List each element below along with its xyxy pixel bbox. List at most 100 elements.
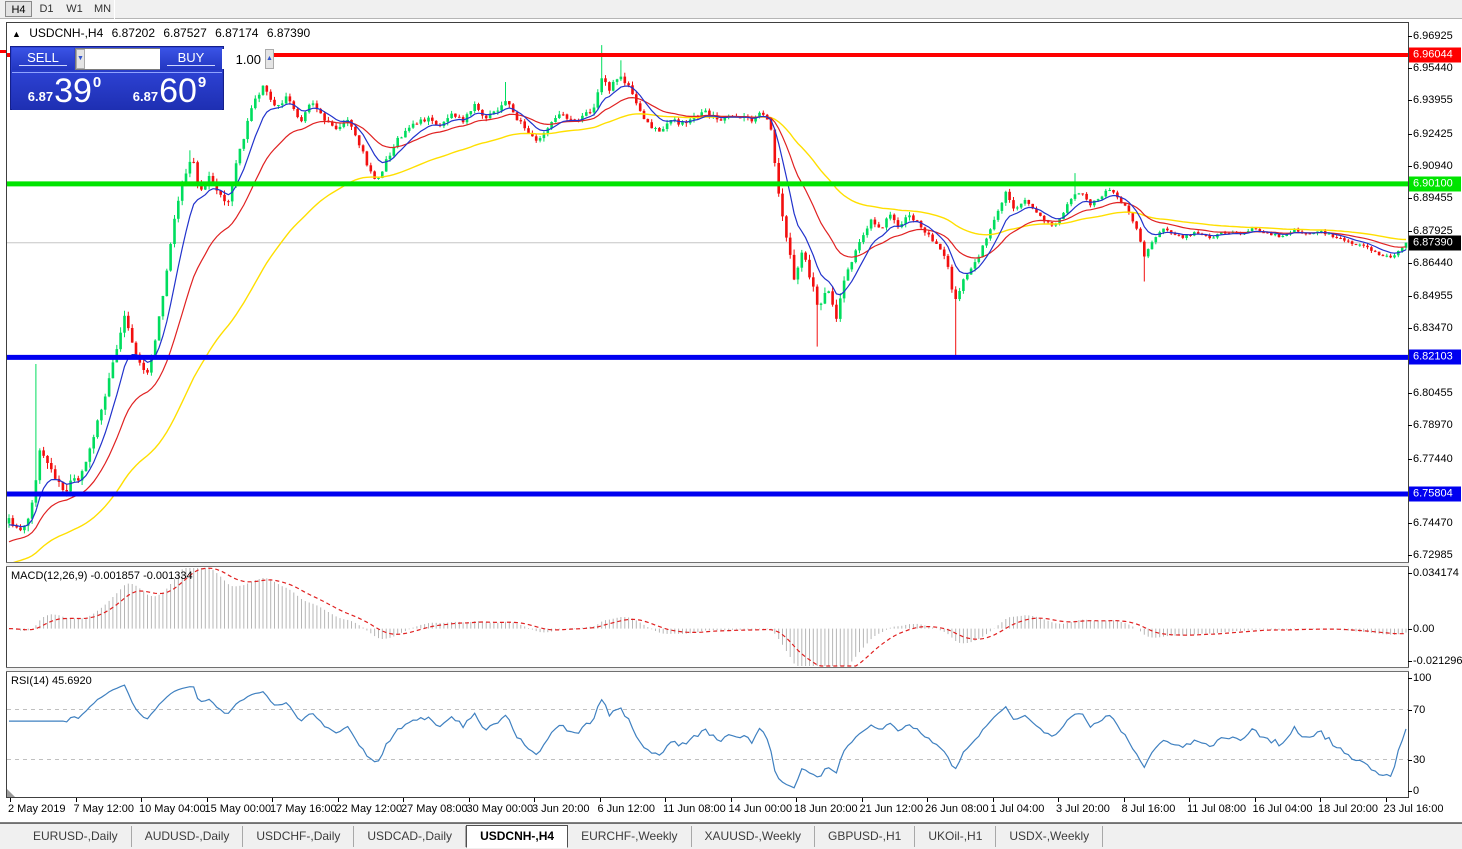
chart-tab-usdcad[interactable]: USDCAD-,Daily [354,826,467,847]
chart-left-border [6,22,7,822]
current-price-badge: 6.87390 [1409,235,1461,251]
price-tick-label: -0.021296 [1413,655,1462,667]
macd-indicator-label: MACD(12,26,9) -0.001857 -0.001334 [11,570,193,582]
chart-tab-xauusd[interactable]: XAUUSD-,Weekly [692,826,815,847]
buy-button[interactable]: BUY [160,48,222,70]
axis-tick-mark [1408,166,1412,167]
period-button-d1[interactable]: D1 [39,3,54,15]
price-tick-label: 6.95440 [1413,62,1453,74]
time-tick-mark [141,798,142,802]
time-tick-label: 26 Jun 08:00 [925,803,989,815]
volume-decrease-icon[interactable]: ▼ [76,49,85,69]
rsi-pane[interactable] [7,672,1408,797]
axis-tick-mark [1408,629,1412,630]
time-tick-mark [206,798,208,802]
macd-pane[interactable] [7,567,1408,667]
sell-button[interactable]: SELL [12,48,74,70]
time-tick-label: 27 May 08:00 [401,803,468,815]
time-tick-label: 7 May 12:00 [73,803,135,815]
buy-price-quote[interactable]: 6.87 60 9 [117,72,222,110]
time-tick-mark [1320,798,1321,802]
time-tick-mark [1058,798,1059,802]
pane-resize-grip[interactable] [7,789,15,797]
one-click-collapse-icon[interactable]: ▲ [12,29,21,39]
time-tick-label: 21 Jun 12:00 [859,803,924,815]
time-tick-label: 10 May 04:00 [139,803,206,815]
macd-pane-splitter[interactable] [6,562,1462,567]
price-tick-label: 6.83470 [1413,322,1453,334]
time-tick-mark [1123,798,1125,802]
rsi-indicator-label: RSI(14) 45.6920 [11,675,92,687]
price-tick-label: 100 [1413,672,1432,684]
price-line-badge: 6.82103 [1409,349,1461,365]
price-axis[interactable]: 6.96925 6.95440 6.93955 6.92425 6.90940 6.894… [1408,22,1462,822]
axis-tick-mark [1408,425,1412,426]
axis-tick-mark [1408,296,1412,297]
chart-tab-eurusd[interactable]: EURUSD-,Daily [20,826,132,847]
macd-chart[interactable] [7,567,1408,667]
period-button-mn[interactable]: MN [93,3,112,15]
time-tick-mark [337,798,339,802]
axis-tick-mark [1408,100,1412,101]
time-tick-label: 17 May 16:00 [270,803,337,815]
main-chart-pane[interactable] [7,23,1408,565]
axis-tick-mark [1408,134,1412,135]
time-tick-mark [861,798,863,802]
time-tick-label: 2 May 2019 [8,803,66,815]
chart-symbol-title: USDCNH-,H4 [29,26,104,40]
candlestick-chart[interactable] [7,23,1408,565]
time-tick-mark [992,798,994,802]
rsi-pane-splitter[interactable] [6,667,1462,672]
period-button-w1[interactable]: W1 [66,3,83,15]
price-tick-label: 6.80455 [1413,387,1453,399]
sell-price-pip: 0 [92,74,102,91]
chart-tab-ukoil[interactable]: UKOil-,H1 [915,826,997,847]
axis-tick-mark [1408,231,1412,232]
price-tick-label: 30 [1413,754,1426,766]
axis-tick-mark [1408,523,1412,524]
time-tick-mark [1189,798,1190,802]
axis-tick-mark [1408,555,1412,556]
volume-increase-icon[interactable]: ▲ [264,49,274,69]
chart-tab-gbpusd[interactable]: GBPUSD-,H1 [815,826,916,847]
chart-tab-usdx[interactable]: USDX-,Weekly [996,826,1104,847]
macd-current-main: -0.001857 [90,570,141,582]
ohlc-high: 6.87527 [163,26,207,40]
price-tick-label: 6.92425 [1413,128,1453,140]
ohlc-open: 6.87202 [111,26,156,40]
resistance-line-left-mark [0,50,6,53]
rsi-bottom-border [6,797,1462,798]
rsi-current-value: 45.6920 [51,675,92,687]
chart-tab-audusd[interactable]: AUDUSD-,Daily [132,826,244,847]
price-tick-label: 6.93955 [1413,94,1453,106]
time-tick-label: 11 Jul 08:00 [1187,803,1247,815]
rsi-chart[interactable] [7,672,1408,797]
sell-price-main: 39 [54,72,92,110]
period-button-h4[interactable]: H4 [5,1,32,17]
time-tick-mark [468,798,470,802]
axis-tick-mark [1408,459,1412,460]
axis-tick-mark [1408,791,1412,792]
price-tick-label: 6.77440 [1413,453,1453,465]
axis-tick-mark [1408,573,1412,574]
time-tick-mark [403,798,404,802]
price-tick-label: 6.72985 [1413,549,1453,561]
chart-tab-usdcnh[interactable]: USDCNH-,H4 [466,825,569,848]
price-tick-label: 6.74470 [1413,517,1453,529]
chart-tab-bar: EURUSD-,Daily AUDUSD-,Daily USDCHF-,Daily U… [0,823,1462,849]
time-tick-label: 11 Jun 08:00 [663,803,726,815]
time-axis[interactable]: 2 May 2019 7 May 12:00 10 May 04:00 15 May … [6,798,1462,822]
price-tick-label: 6.86440 [1413,257,1453,269]
price-tick-label: 0 [1413,785,1420,797]
price-line-badge: 6.75804 [1409,486,1461,502]
time-tick-mark [665,798,666,802]
time-tick-mark [10,798,11,802]
sell-price-quote[interactable]: 6.87 39 0 [12,72,117,110]
price-line-badge: 6.96044 [1409,47,1461,63]
chart-tab-usdchf[interactable]: USDCHF-,Daily [243,826,355,847]
chart-tab-eurchf[interactable]: EURCHF-,Weekly [568,826,692,847]
time-tick-label: 1 Jul 04:00 [990,803,1045,815]
chart-header: ▲ USDCNH-,H4 6.87202 6.87527 6.87174 6.8… [12,26,315,40]
time-tick-label: 23 Jul 16:00 [1383,803,1444,815]
